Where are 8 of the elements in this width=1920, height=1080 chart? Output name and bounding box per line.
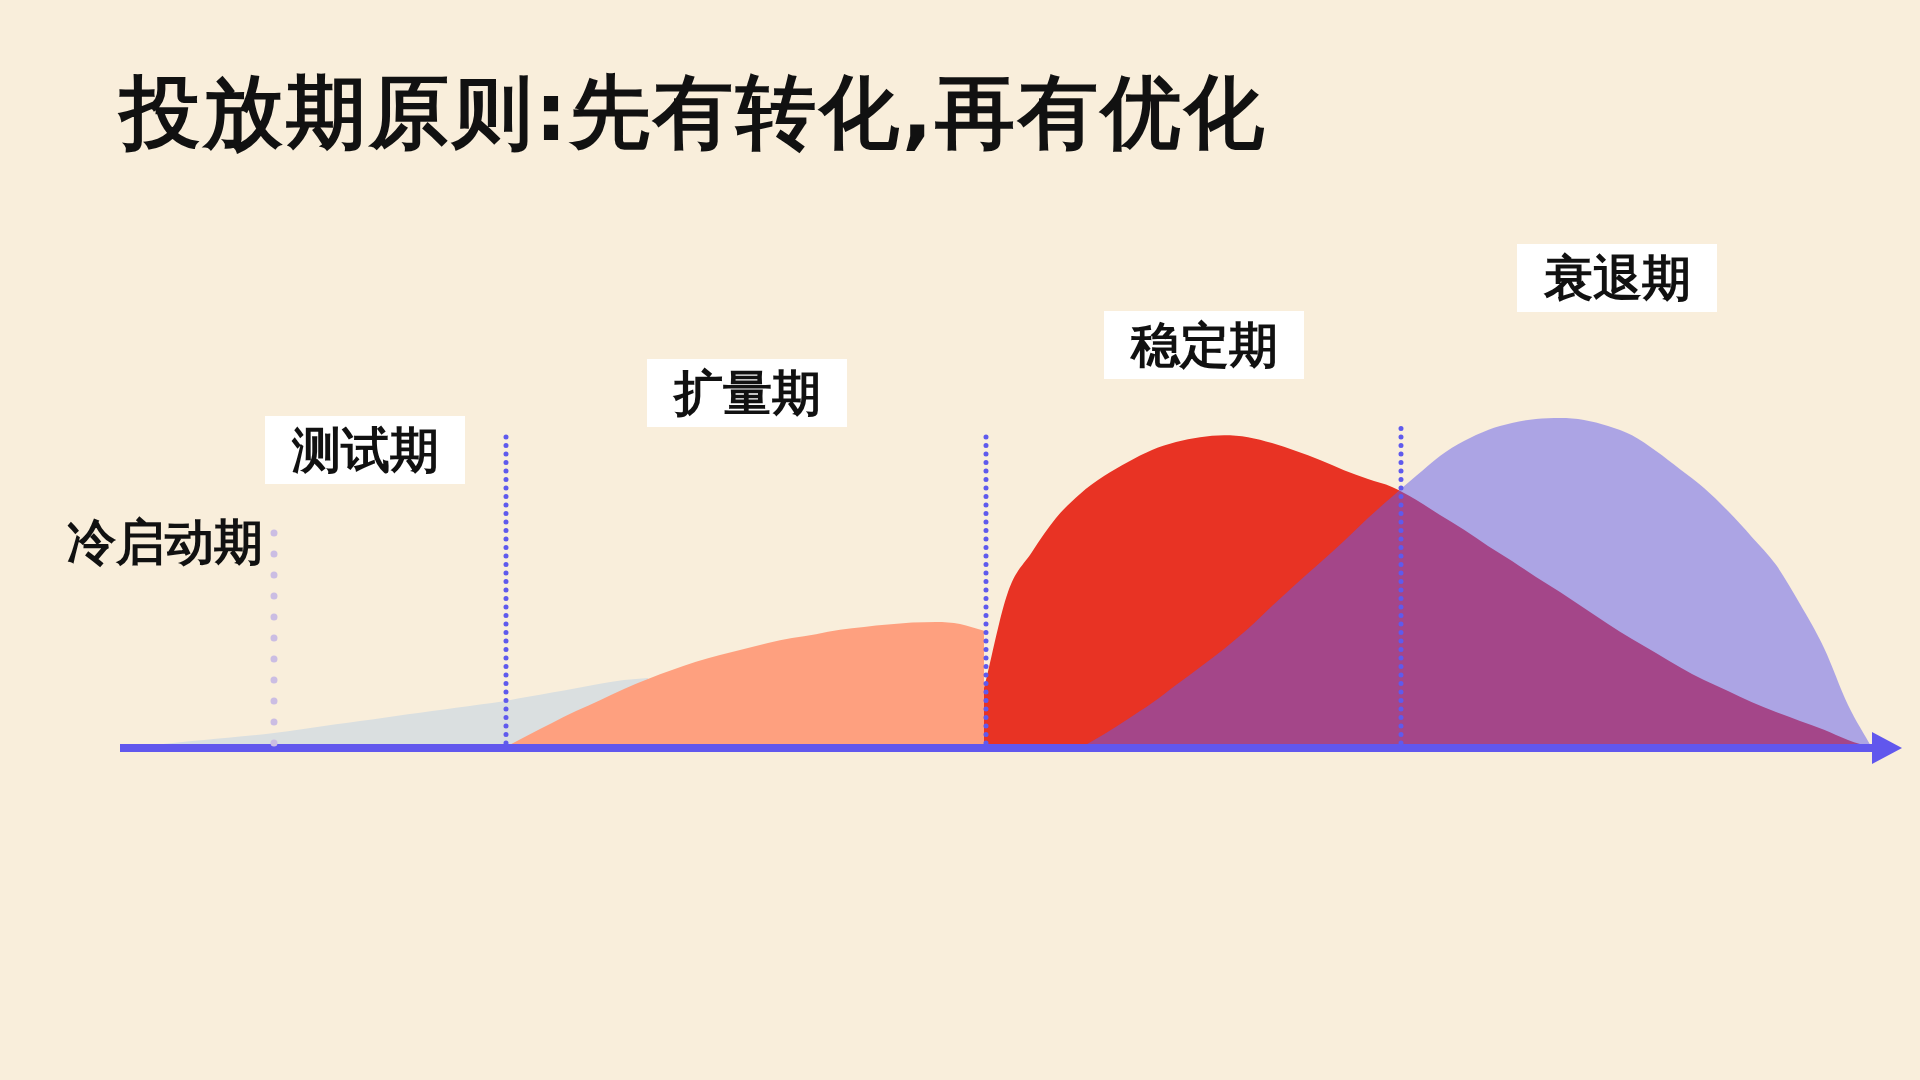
annotation: 衰退期 [1517,244,1717,312]
annotation: 扩量期 [647,359,847,427]
annotation: 测试期 [265,416,465,484]
annotation: 稳定期 [1104,311,1304,379]
annotation: 冷启动期 [67,514,263,571]
title: 投放期原则:先有转化,再有优化 [120,66,1268,159]
annotation: 测试期 [290,422,439,479]
annotation: 扩量期 [671,365,821,422]
